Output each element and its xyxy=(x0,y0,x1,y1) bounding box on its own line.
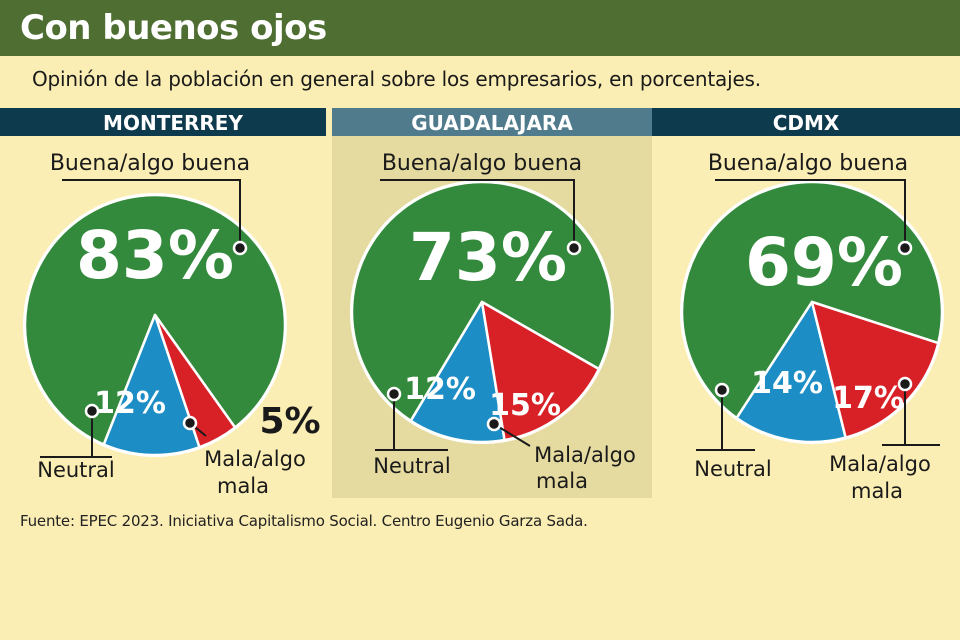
value-label-bad: 17% xyxy=(832,381,904,416)
category-label-good: Buena/algo buena xyxy=(50,151,250,176)
leader-dot-bad xyxy=(897,376,913,392)
city-header-label: CDMX xyxy=(773,111,840,135)
leader-dot-neutral xyxy=(84,403,100,419)
pie-slice-neutral xyxy=(735,300,847,444)
leader-dot-bad xyxy=(182,415,198,431)
category-label-good: Buena/algo buena xyxy=(382,151,582,176)
pie-slice-neutral xyxy=(409,300,506,444)
category-label-bad-line1: Mala/algo xyxy=(829,452,931,476)
category-label-bad-line2: mala xyxy=(851,479,903,503)
pie-slice-good xyxy=(23,193,287,446)
leader-line-good xyxy=(380,179,575,248)
category-label-bad-line2: mala xyxy=(536,469,588,493)
value-label-neutral: 12% xyxy=(404,372,476,407)
city-header-bar xyxy=(0,108,326,136)
leader-dot-neutral xyxy=(714,382,730,398)
category-label-neutral: Neutral xyxy=(37,458,115,482)
pie-slice-neutral xyxy=(102,313,201,457)
city-header-label: GUADALAJARA xyxy=(411,111,573,135)
pie-slice-good xyxy=(680,180,944,420)
chart-subtitle: Opinión de la población en general sobre… xyxy=(32,67,761,91)
value-label-good: 73% xyxy=(409,219,567,296)
title-bar xyxy=(0,0,960,56)
city-header-bar xyxy=(332,108,652,136)
source-note: Fuente: EPEC 2023. Iniciativa Capitalism… xyxy=(20,512,588,530)
pie-slice-bad xyxy=(480,300,601,442)
leader-dot-good xyxy=(232,240,248,256)
pie-slice-bad xyxy=(153,313,237,449)
category-label-bad-line1: Mala/algo xyxy=(204,447,306,471)
category-label-neutral: Neutral xyxy=(373,454,451,478)
value-label-bad: 15% xyxy=(489,388,561,423)
value-label-neutral: 14% xyxy=(751,366,823,401)
chart-title: Con buenos ojos xyxy=(20,8,327,48)
leader-line-good xyxy=(715,179,906,248)
category-label-bad-line2: mala xyxy=(217,474,269,498)
value-label-bad: 5% xyxy=(259,401,320,442)
leader-line-good xyxy=(62,179,241,248)
value-label-good: 69% xyxy=(745,224,903,301)
value-label-good: 83% xyxy=(76,217,234,294)
category-label-bad-line1: Mala/algo xyxy=(534,443,636,467)
city-header-bar xyxy=(652,108,960,136)
leader-dot-neutral xyxy=(386,386,402,402)
leader-dot-good xyxy=(897,240,913,256)
leader-dot-good xyxy=(566,240,582,256)
city-header-label: MONTERREY xyxy=(103,111,243,135)
category-label-neutral: Neutral xyxy=(694,457,772,481)
value-label-neutral: 12% xyxy=(94,386,166,421)
category-label-good: Buena/algo buena xyxy=(708,151,908,176)
leader-dot-bad xyxy=(486,416,502,432)
